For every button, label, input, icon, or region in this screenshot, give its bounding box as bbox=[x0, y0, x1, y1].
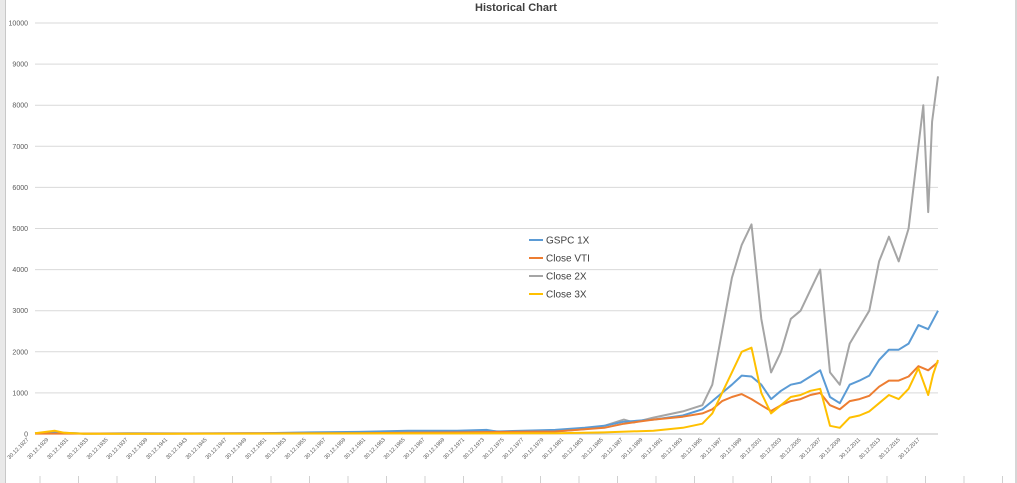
y-tick-label: 10000 bbox=[9, 21, 29, 28]
worksheet-row-strip bbox=[0, 0, 6, 483]
y-tick-label: 9000 bbox=[12, 62, 28, 69]
gridlines bbox=[35, 22, 1003, 483]
legend-label: GSPC 1X bbox=[546, 236, 590, 247]
series-line-close-2x bbox=[34, 76, 939, 435]
y-tick-label: 5000 bbox=[12, 226, 28, 233]
y-tick-label: 6000 bbox=[12, 185, 28, 192]
y-tick-label: 8000 bbox=[12, 103, 28, 110]
legend-label: Close 2X bbox=[546, 272, 587, 283]
legend-label: Close VTI bbox=[546, 254, 590, 265]
chart-title: Historical Chart bbox=[475, 2, 557, 14]
y-tick-label: 3000 bbox=[12, 308, 28, 315]
y-tick-label: 0 bbox=[24, 432, 28, 439]
series-line-close-vti bbox=[35, 361, 939, 435]
legend[interactable]: GSPC 1X Close VTI Close 2X Close 3X bbox=[529, 236, 590, 301]
series-line-close-3x bbox=[34, 346, 939, 435]
legend-label: Close 3X bbox=[546, 290, 587, 301]
x-axis-ticks: 30.12.192730.12.192930.12.193130.12.1933… bbox=[7, 437, 922, 461]
y-axis-ticks: 0 1000 2000 3000 4000 5000 6000 7000 8000 9000 100… bbox=[9, 21, 29, 439]
y-tick-label: 7000 bbox=[12, 144, 28, 151]
y-tick-label: 1000 bbox=[12, 390, 28, 397]
y-tick-label: 2000 bbox=[12, 349, 28, 356]
x-tick-label: 30.12.2017 bbox=[898, 437, 922, 461]
worksheet-edge bbox=[1015, 0, 1017, 483]
y-tick-label: 4000 bbox=[12, 267, 28, 274]
series-lines bbox=[34, 76, 939, 435]
series-line-gspc-1x bbox=[34, 310, 939, 435]
